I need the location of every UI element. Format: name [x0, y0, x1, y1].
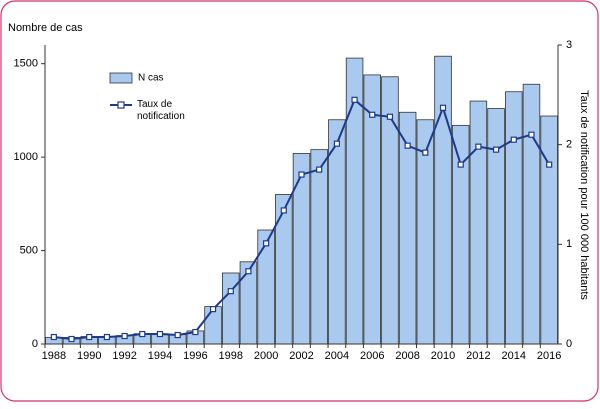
legend-label: Taux de notification — [137, 99, 185, 122]
x-tick-label: 2002 — [289, 350, 313, 362]
point — [422, 149, 429, 156]
y2-tick-label: 1 — [566, 238, 572, 250]
point — [156, 330, 164, 338]
bar — [310, 149, 328, 345]
bar — [257, 229, 275, 345]
bar — [522, 83, 541, 345]
y-axis-label: Nombre de cas — [8, 22, 83, 34]
x-tick-label: 2008 — [395, 350, 419, 362]
point — [351, 96, 358, 103]
point — [404, 142, 411, 149]
y-tick-label: 500 — [20, 244, 38, 256]
point — [174, 331, 181, 339]
point — [298, 171, 305, 178]
point — [457, 161, 464, 168]
legend-text-box: Taux de notification — [137, 99, 185, 122]
y2-tick-label: 0 — [566, 338, 572, 350]
point — [192, 328, 199, 336]
bar — [505, 91, 523, 345]
point — [121, 332, 128, 340]
x-tick-label: 1988 — [42, 350, 66, 362]
bar — [275, 194, 293, 345]
point — [50, 333, 57, 341]
point — [139, 330, 146, 338]
x-tick-label: 2004 — [325, 350, 349, 362]
x-tick-label: 2016 — [537, 350, 561, 362]
bar — [540, 115, 558, 345]
x-tick-label: 2014 — [502, 350, 526, 362]
bar — [434, 55, 452, 345]
y-tick-label: 1000 — [14, 151, 38, 163]
point — [209, 306, 217, 313]
y2-tick-label: 2 — [566, 139, 572, 151]
point — [475, 143, 482, 150]
point — [263, 240, 270, 247]
point — [333, 140, 340, 147]
legend-swatch — [109, 72, 133, 84]
y2-tick-label: 3 — [566, 39, 572, 51]
point — [86, 333, 93, 341]
x-tick-label: 1994 — [148, 350, 172, 362]
point — [280, 207, 287, 214]
x-tick-label: 2006 — [360, 350, 384, 362]
point — [492, 146, 500, 153]
legend-marker — [117, 101, 125, 109]
point — [546, 161, 553, 168]
x-tick-label: 1990 — [77, 350, 101, 362]
point — [245, 268, 252, 275]
point — [369, 111, 376, 118]
point — [386, 113, 394, 120]
legend-label: N cas — [138, 73, 164, 84]
point — [68, 335, 75, 343]
x-tick-label: 1992 — [112, 350, 136, 362]
point — [510, 136, 517, 143]
y-tick-label: 1500 — [14, 58, 38, 70]
point — [316, 166, 323, 173]
x-tick-label: 1996 — [183, 350, 207, 362]
x-tick-label: 2012 — [466, 350, 490, 362]
x-tick-label: 2000 — [254, 350, 278, 362]
bar — [292, 152, 311, 345]
bar — [487, 108, 505, 345]
point — [103, 333, 111, 341]
bar — [204, 306, 222, 345]
y-tick-label: 0 — [32, 338, 38, 350]
bar — [469, 100, 488, 345]
point — [528, 131, 535, 138]
point — [439, 104, 447, 111]
point — [227, 288, 234, 295]
legend: N cas Taux de notification — [109, 72, 185, 122]
x-tick-label: 2010 — [431, 350, 455, 362]
y2-axis-label: Taux de notification pour 100 000 habita… — [578, 90, 590, 300]
x-tick-label: 1998 — [218, 350, 242, 362]
